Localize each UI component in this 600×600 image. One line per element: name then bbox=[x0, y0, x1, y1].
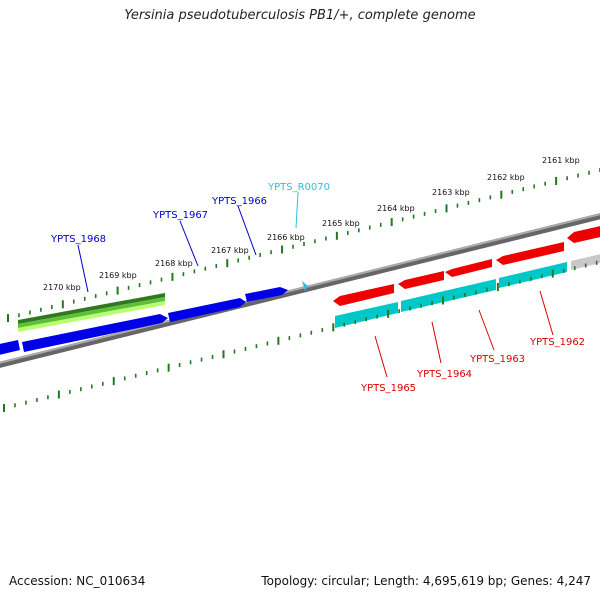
ruler-label: 2165 kbp bbox=[322, 219, 360, 228]
accession-text: Accession: NC_010634 bbox=[9, 574, 146, 588]
forward-gene-track[interactable] bbox=[18, 293, 165, 332]
ruler-labels: 2161 kbp 2162 kbp 2163 kbp 2164 kbp 2165… bbox=[43, 156, 580, 292]
map-title: Yersinia pseudotuberculosis PB1/+, compl… bbox=[124, 8, 476, 23]
gene-bar-ypts-1965 bbox=[335, 302, 398, 328]
cds-arrow-ypts-1966 bbox=[245, 287, 288, 302]
genome-summary-text: Topology: circular; Length: 4,695,619 bp… bbox=[261, 574, 591, 588]
reverse-gene-track[interactable] bbox=[335, 253, 600, 328]
ruler-label: 2170 kbp bbox=[43, 283, 81, 292]
ruler-label: 2169 kbp bbox=[99, 271, 137, 280]
ruler-label: 2166 kbp bbox=[267, 233, 305, 242]
ruler-label: 2161 kbp bbox=[542, 156, 580, 165]
label-leaders bbox=[77, 191, 554, 378]
gene-label-ypts-r0070: YPTS_R0070 bbox=[267, 182, 330, 193]
gene-label-ypts-1963: YPTS_1963 bbox=[469, 354, 525, 365]
ruler-ticks-upper bbox=[7, 168, 600, 322]
gene-label-ypts-1962: YPTS_1962 bbox=[529, 337, 585, 348]
gene-bar-ypts-1964-1963 bbox=[401, 279, 496, 312]
cds-arrow-ypts-1962 bbox=[496, 242, 564, 265]
forward-cds-track[interactable] bbox=[0, 287, 288, 356]
gene-bar-ypts-1962 bbox=[499, 262, 567, 288]
ruler-label: 2164 kbp bbox=[377, 204, 415, 213]
rna-marker-ypts-r0070[interactable] bbox=[302, 281, 308, 291]
ruler-label: 2168 kbp bbox=[155, 259, 193, 268]
cds-arrow-ypts-1968 bbox=[22, 314, 168, 352]
cds-arrow-partial bbox=[0, 340, 20, 355]
cds-arrow-ypts-1965 bbox=[333, 284, 394, 306]
gene-block-mid bbox=[18, 297, 165, 328]
gene-label-ypts-1965: YPTS_1965 bbox=[360, 383, 416, 394]
cds-arrow-ypts-1967 bbox=[168, 298, 246, 322]
gene-label-ypts-1968: YPTS_1968 bbox=[50, 234, 106, 245]
cds-arrow-ypts-1963 bbox=[445, 259, 492, 277]
gene-block-light bbox=[18, 301, 165, 332]
backbone-line bbox=[0, 213, 600, 368]
ruler-label: 2162 kbp bbox=[487, 173, 525, 182]
ruler-label: 2163 kbp bbox=[432, 188, 470, 197]
cds-arrow-ypts-1964 bbox=[398, 271, 444, 289]
ruler-ticks-lower bbox=[3, 260, 598, 412]
reverse-cds-track[interactable] bbox=[333, 225, 600, 306]
gene-block-dark bbox=[18, 293, 165, 324]
cds-arrow-partial-right bbox=[567, 226, 600, 243]
gene-label-ypts-1967: YPTS_1967 bbox=[152, 210, 208, 221]
gene-label-ypts-1964: YPTS_1964 bbox=[416, 369, 472, 380]
ruler-label: 2167 kbp bbox=[211, 246, 249, 255]
backbone bbox=[0, 213, 600, 368]
gene-label-ypts-1966: YPTS_1966 bbox=[211, 196, 267, 207]
gene-labels[interactable]: YPTS_1968 YPTS_1967 YPTS_1966 YPTS_R0070… bbox=[50, 182, 585, 394]
gene-bar-partial-grey bbox=[571, 254, 600, 270]
backbone-highlight bbox=[0, 213, 600, 364]
